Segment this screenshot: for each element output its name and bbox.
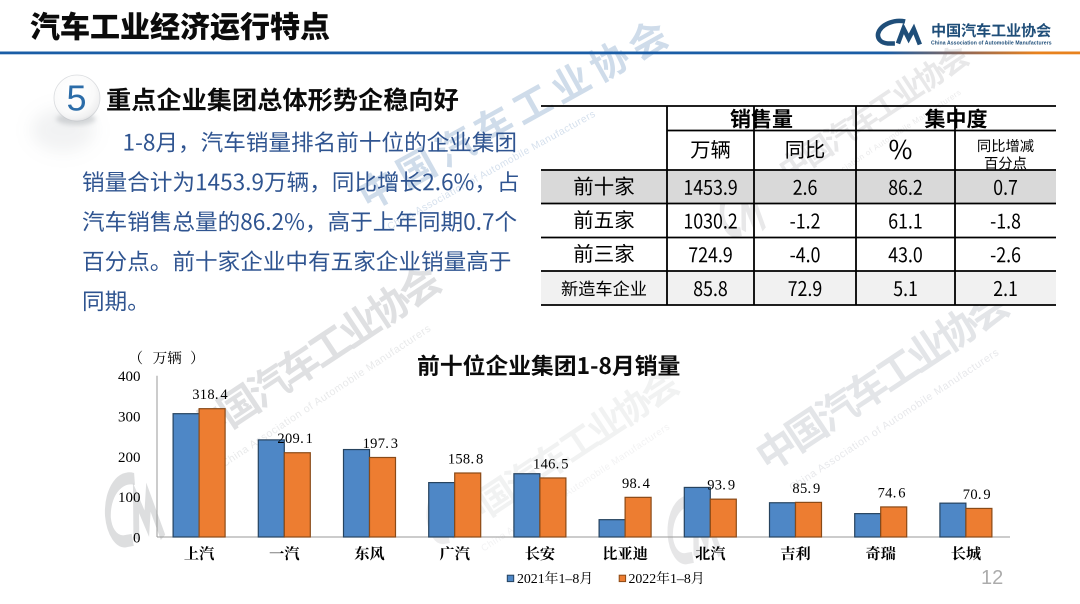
svg-text:8: 8 — [684, 572, 691, 587]
svg-text:93.9: 93. 9 — [707, 478, 735, 494]
svg-text:2: 2 — [642, 572, 649, 587]
svg-text:318.4: 318. 4 — [192, 387, 228, 403]
svg-text:2: 2 — [517, 572, 524, 587]
svg-text:1: 1 — [670, 572, 677, 587]
svg-text:5: 5 — [66, 78, 86, 119]
svg-text:12: 12 — [981, 567, 1003, 589]
svg-text:0: 0 — [133, 530, 141, 546]
svg-text:2: 2 — [649, 572, 656, 587]
svg-text:100: 100 — [118, 490, 141, 506]
svg-text:1: 1 — [559, 572, 566, 587]
svg-text:2: 2 — [531, 572, 538, 587]
svg-text:0: 0 — [635, 572, 642, 587]
svg-text:98.4: 98. 4 — [622, 476, 651, 492]
svg-text:0: 0 — [524, 572, 531, 587]
svg-text:China Association of Automobil: China Association of Automobile Manufact… — [931, 41, 1052, 47]
svg-text:70.9: 70. 9 — [963, 487, 991, 503]
svg-text:–: – — [564, 572, 573, 587]
svg-text:2: 2 — [629, 572, 636, 587]
svg-text:200: 200 — [118, 450, 141, 466]
svg-text:158.8: 158. 8 — [448, 452, 484, 468]
svg-text:85.9: 85. 9 — [792, 481, 820, 497]
svg-text:300: 300 — [118, 410, 141, 426]
svg-text:74.6: 74. 6 — [878, 485, 906, 501]
svg-text:1: 1 — [538, 572, 545, 587]
svg-text:–: – — [676, 572, 685, 587]
svg-text:146.5: 146. 5 — [533, 456, 569, 472]
svg-text:400: 400 — [118, 369, 141, 385]
svg-text:209.1: 209. 1 — [277, 431, 313, 447]
svg-text:8: 8 — [572, 572, 579, 587]
svg-text:197.3: 197. 3 — [363, 436, 399, 452]
